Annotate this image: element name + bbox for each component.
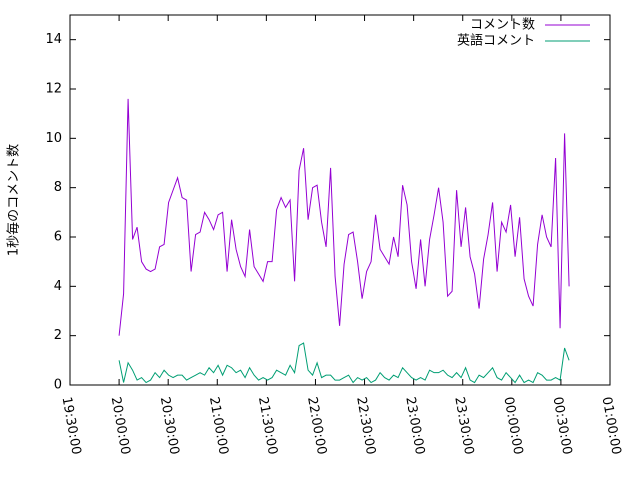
y-tick-label: 2 — [54, 328, 62, 343]
legend-label: 英語コメント — [457, 33, 535, 49]
x-tick-label: 01:00:00 — [599, 396, 624, 456]
x-tick-label: 00:30:00 — [550, 396, 575, 456]
x-tick-label: 20:00:00 — [108, 396, 133, 456]
series-line — [118, 342, 570, 384]
x-tick-label: 19:30:00 — [59, 396, 84, 456]
series-line — [118, 98, 570, 336]
x-tick-label: 21:30:00 — [255, 396, 280, 456]
y-tick-label: 14 — [45, 32, 62, 47]
y-axis-label: 1秒毎のコメント数 — [6, 144, 22, 256]
y-tick-label: 12 — [45, 82, 62, 97]
y-tick-label: 0 — [54, 378, 62, 393]
y-tick-label: 4 — [54, 279, 62, 294]
x-tick-label: 00:00:00 — [500, 396, 525, 456]
x-tick-label: 23:30:00 — [451, 396, 476, 456]
legend-label: コメント数 — [470, 18, 535, 33]
y-tick-label: 10 — [45, 131, 62, 146]
x-tick-label: 22:00:00 — [304, 396, 329, 456]
x-tick-label: 21:00:00 — [206, 396, 231, 456]
x-tick-label: 22:30:00 — [353, 396, 378, 456]
x-tick-label: 20:30:00 — [157, 396, 182, 456]
y-tick-label: 8 — [54, 180, 62, 195]
x-tick-label: 23:00:00 — [402, 396, 427, 456]
plot-border — [69, 14, 611, 386]
y-tick-label: 6 — [54, 230, 62, 245]
